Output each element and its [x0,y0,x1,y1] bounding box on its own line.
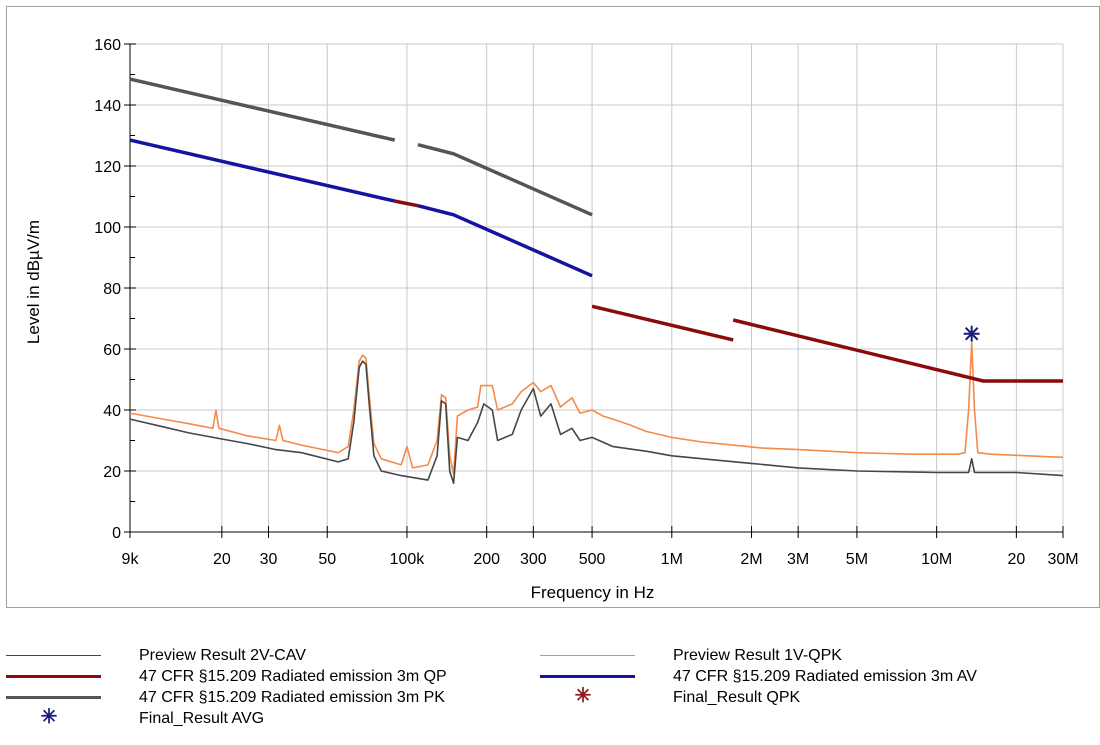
legend-label: Final_Result QPK [673,689,801,706]
x-tick-label: 200 [473,551,500,568]
x-tick-label: 1M [661,551,683,568]
x-tick-label: 100k [390,551,426,568]
x-tick-label: 50 [318,551,336,568]
series-line-47-cfr-15-209-radiated-emission-3m-qp [394,199,419,208]
series-line-47-cfr-15-209-radiated-emission-3m-av [417,204,593,278]
legend: Preview Result 2V-CAV Preview Result 1V-… [0,640,1100,745]
series-line-47-cfr-15-209-radiated-emission-3m-pk [129,77,396,142]
chart-frame: 9k 20 30 50 100k 200 300 500 1M 2M 3M 5M 10M 20 30M 0 20… [6,6,1100,608]
x-tick-label: 30 [260,551,278,568]
x-tick-label: 5M [846,551,868,568]
legend-swatch [6,675,101,678]
series-line-47-cfr-15-209-radiated-emission-3m-qp [591,304,734,342]
x-axis-label: Frequency in Hz [531,583,655,602]
plot-area: 9k 20 30 50 100k 200 300 500 1M 2M 3M 5M 10M 20 30M 0 20… [24,37,1079,602]
legend-swatch [6,655,101,656]
legend-label: Preview Result 2V-CAV [139,647,306,664]
final-result-avg-marker [963,325,980,342]
x-tick-label: 20 [213,551,231,568]
x-tick-label: 300 [520,551,547,568]
y-tick-label: 160 [94,37,121,54]
star-icon: ✳ [40,706,58,728]
x-tick-label: 30M [1047,551,1078,568]
legend-label: Preview Result 1V-QPK [673,647,842,664]
series-line-preview-result-1v-qpk [129,342,1064,475]
x-tick-label: 2M [740,551,762,568]
y-tick-label: 40 [103,403,121,420]
legend-label: 47 CFR §15.209 Radiated emission 3m PK [139,689,445,706]
y-tick-label: 60 [103,342,121,359]
y-axis-label: Level in dBµV/m [24,220,43,344]
series-line-47-cfr-15-209-radiated-emission-3m-pk [417,143,593,217]
marker-stroke [964,327,979,341]
series-line-47-cfr-15-209-radiated-emission-3m-qp [732,318,1063,383]
x-tick-label: 20 [1007,551,1025,568]
x-tick-label: 500 [579,551,606,568]
y-tick-label: 120 [94,159,121,176]
x-tick-label: 3M [787,551,809,568]
legend-label: 47 CFR §15.209 Radiated emission 3m QP [139,668,447,685]
y-tick-label: 80 [103,281,121,298]
series-line-47-cfr-15-209-radiated-emission-3m-av [129,138,396,203]
legend-swatch [6,696,101,699]
x-tick-label: 9k [122,551,140,568]
y-tick-label: 0 [112,525,121,542]
legend-swatch [540,675,635,678]
legend-label: 47 CFR §15.209 Radiated emission 3m AV [673,668,977,685]
y-tick-label: 20 [103,464,121,481]
legend-swatch [540,655,635,656]
x-tick-label: 10M [921,551,952,568]
legend-label: Final_Result AVG [139,710,265,727]
y-tick-label: 100 [94,220,121,237]
series-line-preview-result-2v-cav [129,360,1064,484]
y-tick-label: 140 [94,98,121,115]
star-icon: ✳ [574,685,592,707]
